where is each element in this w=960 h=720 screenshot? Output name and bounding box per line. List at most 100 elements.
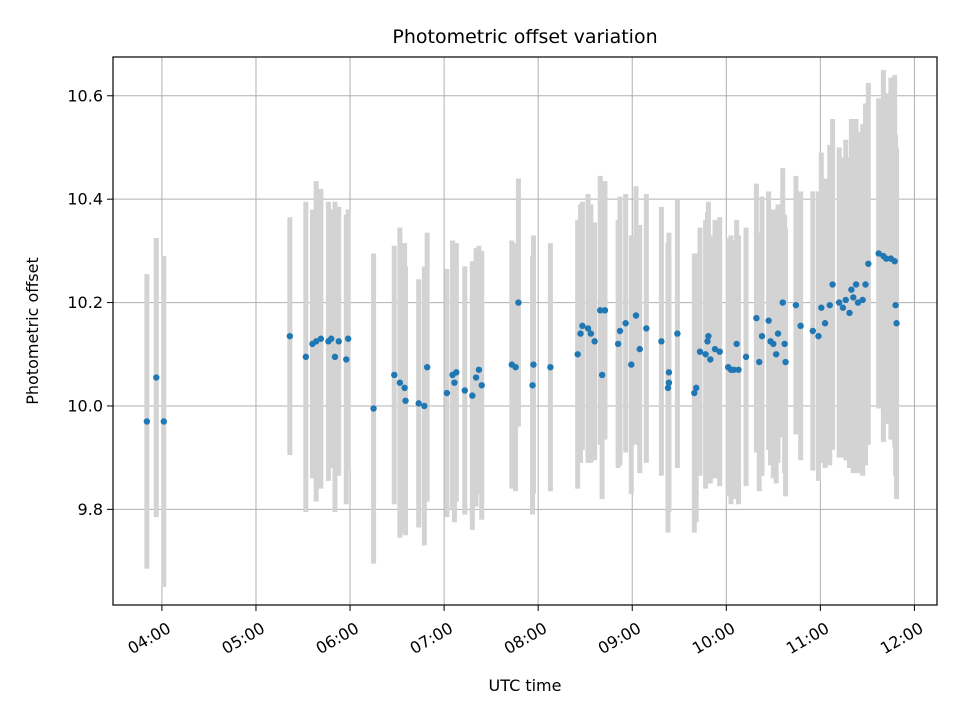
y-tick-label: 10.4 (67, 190, 103, 209)
data-point (765, 317, 772, 324)
data-point (402, 397, 409, 404)
data-point (286, 332, 294, 340)
data-point (674, 330, 681, 337)
data-point (160, 418, 167, 425)
x-axis-label: UTC time (489, 676, 562, 695)
data-point (632, 312, 640, 319)
data-point (547, 363, 554, 371)
data-point (742, 353, 750, 361)
data-point (415, 400, 422, 407)
data-point (854, 299, 862, 306)
data-point (691, 389, 698, 397)
data-point (302, 353, 310, 361)
data-point (735, 366, 742, 373)
data-point (658, 338, 665, 345)
data-point (421, 402, 428, 410)
data-point (891, 258, 898, 265)
y-axis-ticks: 9.8 10.0 10.2 10.4 10.6 (67, 86, 113, 519)
data-point (587, 330, 595, 337)
chart-title: Photometric offset variation (392, 26, 657, 48)
data-point (401, 384, 408, 392)
data-point (772, 351, 780, 358)
data-point (622, 320, 629, 327)
data-point (461, 387, 468, 394)
data-point (859, 296, 866, 304)
data-point (344, 335, 352, 342)
data-point (753, 314, 760, 322)
data-point (665, 369, 673, 376)
data-point (343, 356, 350, 363)
data-point (707, 356, 714, 363)
data-point (842, 296, 849, 304)
data-point (628, 361, 635, 368)
y-tick-label: 10.2 (67, 293, 103, 312)
data-point (423, 363, 431, 371)
data-point (756, 358, 763, 366)
data-points (143, 250, 900, 425)
data-point (370, 405, 377, 412)
data-point (643, 325, 650, 332)
data-point (616, 327, 624, 335)
data-point (478, 382, 485, 389)
data-point (781, 340, 788, 348)
data-point (317, 335, 325, 342)
data-point (862, 281, 869, 288)
data-point (865, 260, 872, 267)
data-point (770, 340, 777, 348)
data-point (850, 294, 857, 301)
data-point (883, 255, 890, 262)
data-point (892, 301, 899, 309)
data-point (716, 348, 723, 355)
data-point (475, 366, 483, 373)
data-point (396, 379, 404, 386)
data-point (469, 392, 476, 399)
data-point (711, 345, 719, 353)
data-point (826, 301, 833, 309)
data-point (704, 338, 711, 345)
data-point (451, 379, 458, 386)
data-point (312, 338, 320, 345)
y-tick-label: 10.6 (67, 86, 103, 105)
data-point (598, 371, 606, 379)
data-point (758, 332, 766, 340)
data-point (839, 304, 847, 311)
data-point (779, 299, 786, 306)
data-point (614, 340, 622, 348)
data-point (692, 384, 700, 392)
data-point (875, 250, 882, 257)
data-point (328, 335, 335, 342)
data-point (821, 320, 829, 327)
data-point (846, 309, 853, 317)
data-point (584, 325, 592, 332)
data-point (443, 389, 451, 397)
data-point (782, 358, 789, 366)
data-point (774, 330, 782, 337)
data-point (601, 307, 609, 314)
data-point (730, 366, 738, 373)
data-point (529, 382, 536, 389)
data-point (705, 332, 712, 340)
y-axis-label: Photometric offset (23, 257, 42, 405)
data-point (453, 369, 460, 376)
data-point (829, 281, 836, 288)
data-point (835, 299, 843, 306)
data-point (472, 374, 480, 381)
data-point (733, 340, 740, 348)
data-point (815, 332, 822, 340)
data-point (143, 418, 151, 425)
data-point (852, 281, 860, 288)
data-point (577, 330, 584, 337)
data-point (153, 374, 160, 381)
data-point (792, 301, 800, 309)
data-point (893, 320, 900, 327)
plot-area-frame (112, 56, 938, 606)
data-point (331, 353, 339, 361)
data-point (574, 351, 581, 358)
data-point (665, 379, 673, 386)
data-point (515, 299, 522, 306)
data-point (702, 351, 709, 358)
data-point (530, 361, 537, 368)
data-point (597, 307, 604, 314)
data-point (636, 345, 643, 353)
data-point (512, 363, 519, 371)
